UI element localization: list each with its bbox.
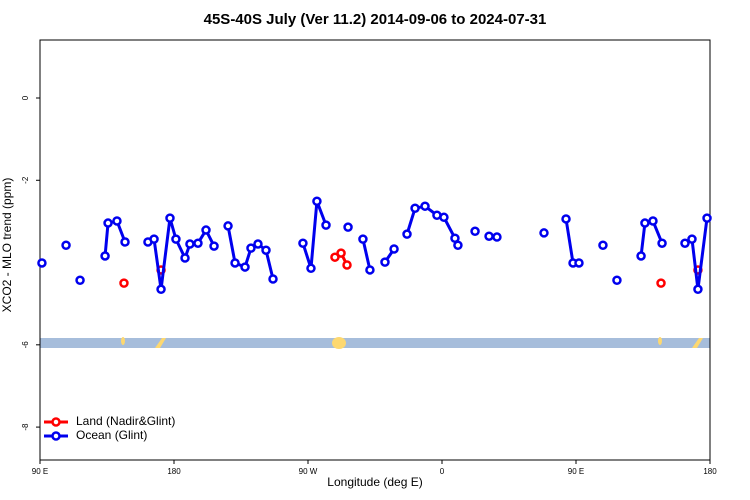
data-point [193, 238, 203, 248]
data-point [336, 248, 346, 258]
data-point [246, 243, 256, 253]
x-tick-label: 180 [167, 467, 181, 476]
data-point [165, 213, 175, 223]
data-point [253, 239, 263, 249]
data-point [100, 251, 110, 261]
data-point [223, 221, 233, 231]
data-point [470, 226, 480, 237]
y-tick-label: 0 [21, 95, 30, 100]
data-point [702, 213, 712, 223]
data-point [343, 222, 353, 232]
legend-label: Land (Nadir&Glint) [76, 414, 175, 428]
data-point [119, 278, 129, 288]
y-tick-label: -8 [21, 423, 30, 431]
y-axis-label: XCO2 - MLO trend (ppm) [0, 178, 14, 313]
data-point [37, 258, 47, 268]
data-point [693, 284, 703, 295]
data-point [209, 241, 219, 251]
data-point [636, 251, 646, 261]
x-tick-label: 90 E [568, 467, 584, 476]
data-point [484, 231, 494, 241]
data-point [410, 203, 420, 213]
data-point [261, 245, 271, 255]
y-tick-label: -2 [21, 176, 30, 184]
data-point [330, 252, 340, 262]
data-point [298, 238, 308, 248]
data-point [687, 234, 697, 244]
data-point [120, 237, 130, 247]
x-tick-label: 180 [703, 467, 717, 476]
data-point [539, 228, 549, 238]
x-tick-label: 90 E [32, 467, 48, 476]
data-point [365, 265, 375, 275]
map-strip [40, 337, 710, 349]
data-point [112, 216, 122, 226]
legend-marker [51, 431, 61, 441]
data-point [657, 238, 667, 248]
data-point [230, 258, 240, 268]
legend-label: Ocean (Glint) [76, 428, 147, 442]
data-point [612, 275, 622, 285]
data-point [680, 238, 690, 248]
data-point [439, 212, 449, 223]
data-point [358, 234, 368, 244]
x-tick-label: 90 W [299, 467, 318, 476]
data-point [201, 225, 211, 235]
data-point [156, 284, 166, 295]
data-point [61, 240, 71, 251]
data-point [306, 263, 316, 274]
data-point [268, 274, 278, 284]
data-point [312, 196, 322, 207]
data-point [342, 260, 352, 270]
data-point [492, 232, 502, 242]
data-point [103, 218, 113, 228]
data-point [185, 239, 195, 249]
y-tick-label: -6 [21, 341, 30, 349]
data-point [574, 258, 584, 268]
data-point [648, 216, 658, 226]
data-point [171, 234, 181, 244]
x-axis-label: Longitude (deg E) [327, 475, 422, 489]
data-point [656, 278, 666, 288]
data-point [640, 218, 650, 228]
data-point [389, 244, 399, 254]
data-point [321, 220, 331, 230]
data-point [453, 240, 463, 251]
data-point [402, 229, 412, 239]
legend-marker [51, 417, 61, 427]
data-point [561, 214, 571, 224]
data-point [598, 240, 608, 251]
data-point [380, 257, 390, 267]
data-point [149, 234, 159, 244]
plot-frame [39, 39, 711, 461]
data-point [180, 253, 190, 263]
data-point [75, 275, 85, 285]
chart-title: 45S-40S July (Ver 11.2) 2014-09-06 to 20… [204, 11, 547, 28]
data-point [420, 201, 430, 211]
x-tick-label: 0 [440, 467, 445, 476]
data-point [240, 262, 250, 272]
